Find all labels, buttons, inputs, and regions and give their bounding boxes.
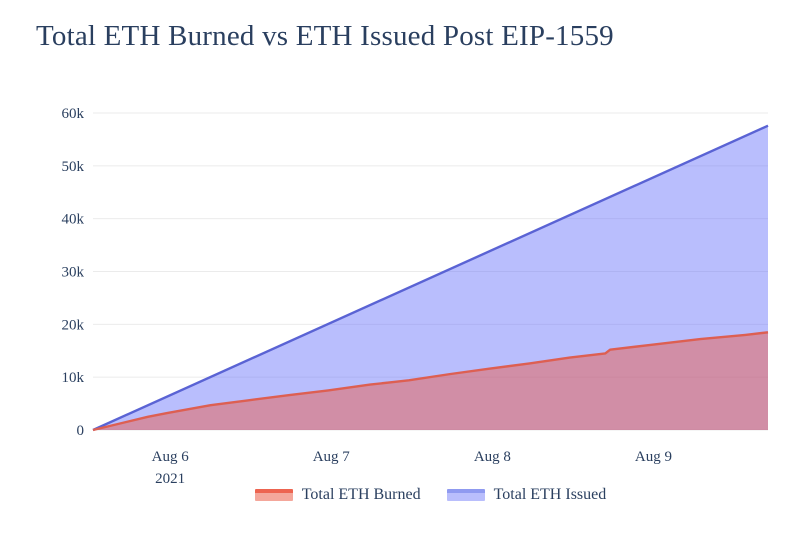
x-tick-sublabel: 2021 — [155, 471, 185, 487]
area-total-eth-burned — [93, 332, 768, 430]
legend-swatch-issued-icon — [446, 489, 485, 501]
legend-item-total-eth-issued[interactable]: Total ETH Issued — [446, 486, 607, 503]
line-total-eth-burned — [92, 331, 769, 432]
legend-label-issued: Total ETH Issued — [493, 486, 607, 503]
y-tick-label: 30k — [62, 265, 85, 281]
y-tick-label: 10k — [62, 370, 85, 386]
y-tick-label: 0 — [77, 423, 85, 439]
y-tick-label: 60k — [62, 106, 85, 122]
y-tick-label: 20k — [62, 317, 85, 333]
x-tick-label: Aug 9 — [635, 449, 672, 465]
legend: Total ETH Burned Total ETH Issued — [93, 487, 768, 503]
line-total-eth-issued — [92, 124, 769, 432]
x-tick-label: Aug 8 — [474, 449, 511, 465]
legend-swatch-burned-icon — [254, 489, 293, 501]
y-tick-label: 40k — [62, 212, 85, 228]
x-tick-label: Aug 6 — [152, 449, 190, 465]
y-tick-label: 50k — [62, 159, 85, 175]
x-tick-label: Aug 7 — [313, 449, 351, 465]
chart-title: Total ETH Burned vs ETH Issued Post EIP-… — [36, 20, 614, 52]
legend-label-burned: Total ETH Burned — [301, 486, 421, 503]
legend-item-total-eth-burned[interactable]: Total ETH Burned — [254, 486, 421, 503]
